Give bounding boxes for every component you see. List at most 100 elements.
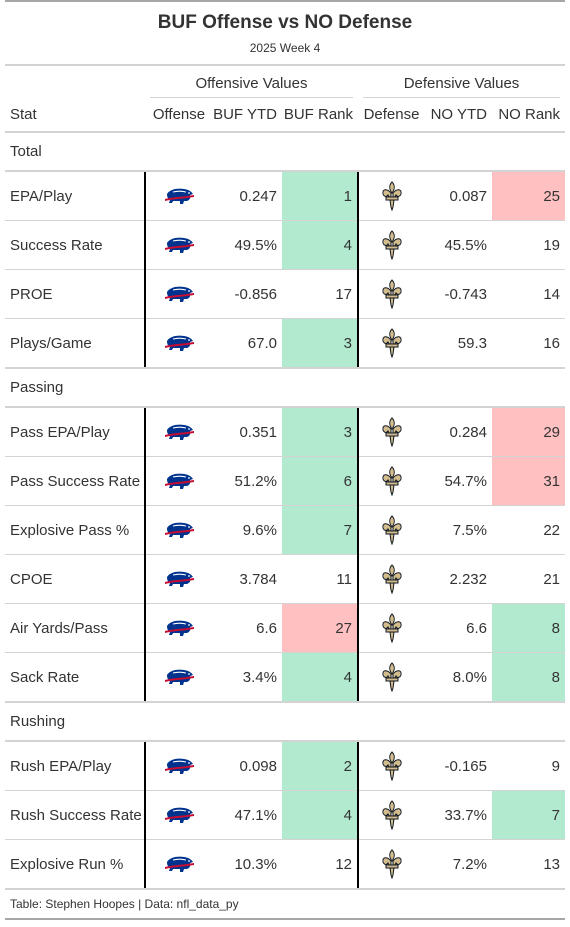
stat-name: Pass Success Rate	[5, 456, 145, 506]
col-header-offense: Offense	[145, 98, 213, 133]
offense-rank-value: 11	[282, 554, 358, 604]
offense-ytd-value: 0.098	[213, 740, 282, 791]
stat-name: Explosive Run %	[5, 839, 145, 890]
offense-ytd-value: 10.3%	[213, 839, 282, 890]
offense-logo-cell	[144, 456, 213, 506]
table-row: Pass Success Rate 51.2% 6 54.7% 31	[5, 456, 565, 506]
new-orleans-saints-logo-icon	[382, 230, 402, 260]
offense-rank-value: 3	[282, 406, 358, 457]
table-row: Explosive Run % 10.3% 12 7.2% 13	[5, 839, 565, 890]
offense-rank-value: 3	[282, 318, 358, 369]
offense-rank-value: 4	[282, 652, 358, 703]
offense-ytd-value: 67.0	[213, 318, 282, 369]
new-orleans-saints-logo-icon	[382, 613, 402, 643]
group-rows-section: EPA/Play 0.247 1 0.087 25 Success Rate 49.5% 4 4…	[5, 170, 565, 369]
offense-logo-cell	[144, 318, 213, 369]
offense-ytd-value: -0.856	[213, 269, 282, 319]
group-row: Total	[5, 132, 565, 172]
offense-ytd-value: 47.1%	[213, 790, 282, 840]
new-orleans-saints-logo-icon	[382, 662, 402, 692]
defense-logo-cell	[357, 740, 425, 791]
stat-name: Pass EPA/Play	[5, 406, 145, 457]
offense-logo-cell	[144, 269, 213, 319]
stat-name: Sack Rate	[5, 652, 145, 703]
offense-logo-cell	[144, 170, 213, 221]
table-subtitle: 2025 Week 4	[249, 41, 321, 55]
offense-logo-cell	[144, 554, 213, 604]
offense-logo-cell	[144, 839, 213, 890]
spanner-row: Offensive Values Defensive Values	[5, 66, 565, 98]
defense-ytd-value: 6.6	[425, 603, 492, 653]
buffalo-bills-logo-icon	[164, 758, 194, 774]
defense-ytd-value: 0.087	[425, 170, 492, 221]
buffalo-bills-logo-icon	[164, 669, 194, 685]
offense-logo-cell	[144, 220, 213, 270]
table-row: Pass EPA/Play 0.351 3 0.284 29	[5, 406, 565, 457]
defense-ytd-value: -0.165	[425, 740, 492, 791]
defense-rank-value: 31	[492, 456, 565, 506]
offense-ytd-value: 49.5%	[213, 220, 282, 270]
table-row: Success Rate 49.5% 4 45.5% 19	[5, 220, 565, 270]
table-row: EPA/Play 0.247 1 0.087 25	[5, 170, 565, 221]
buffalo-bills-logo-icon	[164, 473, 194, 489]
defense-logo-cell	[357, 839, 425, 890]
new-orleans-saints-logo-icon	[382, 800, 402, 830]
new-orleans-saints-logo-icon	[382, 417, 402, 447]
offensive-values-spanner: Offensive Values	[145, 66, 358, 98]
defense-ytd-value: 33.7%	[425, 790, 492, 840]
group-label: Total	[5, 132, 565, 172]
offense-logo-cell	[144, 790, 213, 840]
table-row: Sack Rate 3.4% 4 8.0% 8	[5, 652, 565, 703]
stat-name: EPA/Play	[5, 170, 145, 221]
buffalo-bills-logo-icon	[164, 620, 194, 636]
source-note: Table: Stephen Hoopes | Data: nfl_data_p…	[5, 890, 565, 920]
offense-logo-cell	[144, 603, 213, 653]
group-row: Passing	[5, 368, 565, 408]
defense-rank-value: 22	[492, 505, 565, 555]
defense-ytd-value: 0.284	[425, 406, 492, 457]
offense-logo-cell	[144, 740, 213, 791]
offense-rank-value: 6	[282, 456, 358, 506]
table-row: PROE -0.856 17 -0.743 14	[5, 269, 565, 319]
group-rows-section: Rush EPA/Play 0.098 2 -0.165 9 Rush Success R…	[5, 740, 565, 890]
stat-name: Air Yards/Pass	[5, 603, 145, 653]
defense-ytd-value: -0.743	[425, 269, 492, 319]
defense-logo-cell	[357, 505, 425, 555]
col-header-stat: Stat	[5, 98, 145, 133]
new-orleans-saints-logo-icon	[382, 279, 402, 309]
defense-logo-cell	[357, 790, 425, 840]
offense-ytd-value: 3.784	[213, 554, 282, 604]
stat-name: PROE	[5, 269, 145, 319]
new-orleans-saints-logo-icon	[382, 328, 402, 358]
defense-rank-value: 9	[492, 740, 565, 791]
table-row: Explosive Pass % 9.6% 7 7.5% 22	[5, 505, 565, 555]
offense-logo-cell	[144, 406, 213, 457]
defense-logo-cell	[357, 456, 425, 506]
offense-rank-value: 4	[282, 790, 358, 840]
stat-name: Rush Success Rate	[5, 790, 145, 840]
defense-ytd-value: 7.2%	[425, 839, 492, 890]
defense-logo-cell	[357, 318, 425, 369]
group-header-section: Rushing	[5, 702, 565, 742]
buffalo-bills-logo-icon	[164, 571, 194, 587]
group-row: Rushing	[5, 702, 565, 742]
table-title: BUF Offense vs NO Defense	[157, 12, 413, 33]
table-header: BUF Offense vs NO Defense 2025 Week 4	[5, 0, 565, 66]
defense-ytd-value: 54.7%	[425, 456, 492, 506]
defense-logo-cell	[357, 170, 425, 221]
defense-ytd-value: 59.3	[425, 318, 492, 369]
buffalo-bills-logo-icon	[164, 522, 194, 538]
defense-logo-cell	[357, 406, 425, 457]
buffalo-bills-logo-icon	[164, 424, 194, 440]
defense-logo-cell	[357, 269, 425, 319]
table-row: Rush EPA/Play 0.098 2 -0.165 9	[5, 740, 565, 791]
offense-rank-value: 17	[282, 269, 358, 319]
defense-ytd-value: 7.5%	[425, 505, 492, 555]
stat-name: Plays/Game	[5, 318, 145, 369]
defense-logo-cell	[357, 652, 425, 703]
defense-rank-value: 7	[492, 790, 565, 840]
defense-logo-cell	[357, 554, 425, 604]
defense-rank-value: 8	[492, 652, 565, 703]
offense-ytd-value: 0.351	[213, 406, 282, 457]
defense-ytd-value: 2.232	[425, 554, 492, 604]
